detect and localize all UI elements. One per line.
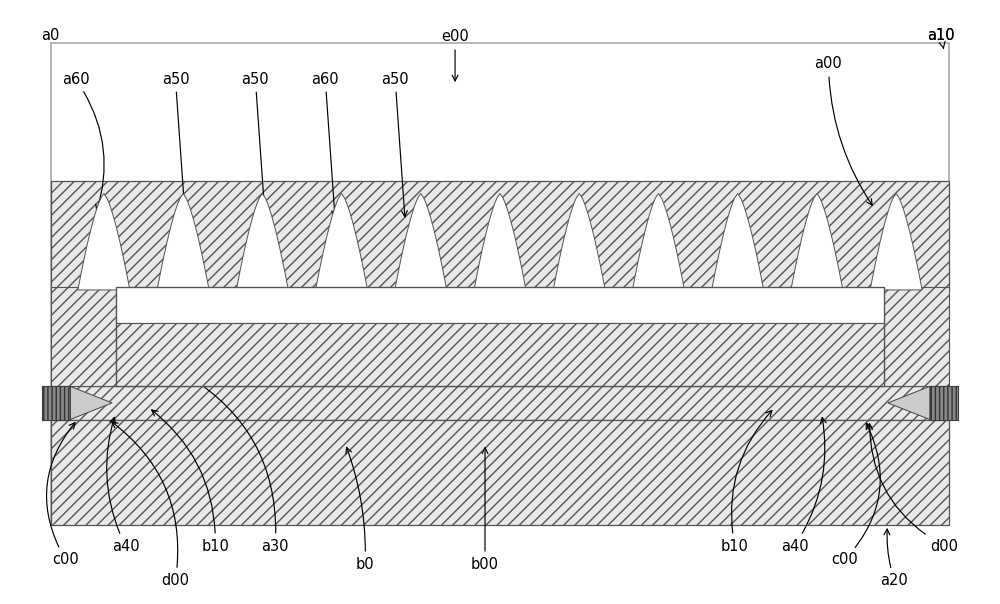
Polygon shape bbox=[236, 193, 288, 290]
Bar bbox=[51, 387, 949, 420]
Text: b0: b0 bbox=[346, 448, 374, 571]
Polygon shape bbox=[157, 193, 209, 290]
Text: a0: a0 bbox=[41, 28, 59, 43]
Text: a00: a00 bbox=[815, 56, 872, 205]
Text: a10: a10 bbox=[927, 28, 954, 43]
Text: a60: a60 bbox=[311, 71, 339, 217]
Bar bbox=[930, 387, 958, 420]
Polygon shape bbox=[78, 193, 130, 290]
Polygon shape bbox=[791, 193, 843, 290]
Text: a40: a40 bbox=[781, 417, 826, 553]
Bar bbox=[884, 287, 949, 387]
Text: a40: a40 bbox=[107, 417, 139, 553]
Text: a30: a30 bbox=[189, 376, 289, 553]
Bar bbox=[51, 181, 949, 290]
Text: d00: d00 bbox=[867, 423, 958, 553]
Polygon shape bbox=[632, 193, 684, 290]
Bar bbox=[51, 420, 949, 525]
Bar bbox=[42, 387, 70, 420]
Text: b00: b00 bbox=[471, 448, 499, 571]
Polygon shape bbox=[553, 193, 605, 290]
Bar bbox=[116, 287, 884, 387]
Text: b10: b10 bbox=[721, 411, 772, 553]
Polygon shape bbox=[712, 193, 764, 290]
Text: a60: a60 bbox=[62, 71, 104, 211]
Bar bbox=[42, 387, 70, 420]
Text: a10: a10 bbox=[927, 28, 954, 48]
Text: c00: c00 bbox=[47, 423, 79, 567]
Text: a50: a50 bbox=[162, 71, 189, 217]
Text: a50: a50 bbox=[381, 71, 409, 217]
Polygon shape bbox=[395, 193, 447, 290]
Polygon shape bbox=[888, 387, 930, 420]
Text: d00: d00 bbox=[112, 422, 189, 588]
Polygon shape bbox=[870, 193, 922, 290]
Bar bbox=[51, 287, 116, 387]
Bar bbox=[116, 323, 884, 387]
Text: b10: b10 bbox=[152, 410, 229, 553]
Polygon shape bbox=[474, 193, 526, 290]
Bar bbox=[930, 387, 958, 420]
Polygon shape bbox=[70, 387, 112, 420]
Polygon shape bbox=[316, 193, 368, 290]
Text: e00: e00 bbox=[441, 30, 469, 81]
Bar bbox=[116, 287, 884, 323]
Text: a50: a50 bbox=[242, 71, 269, 217]
Text: a20: a20 bbox=[881, 529, 908, 588]
Text: c00: c00 bbox=[831, 423, 880, 567]
Bar bbox=[51, 43, 949, 525]
